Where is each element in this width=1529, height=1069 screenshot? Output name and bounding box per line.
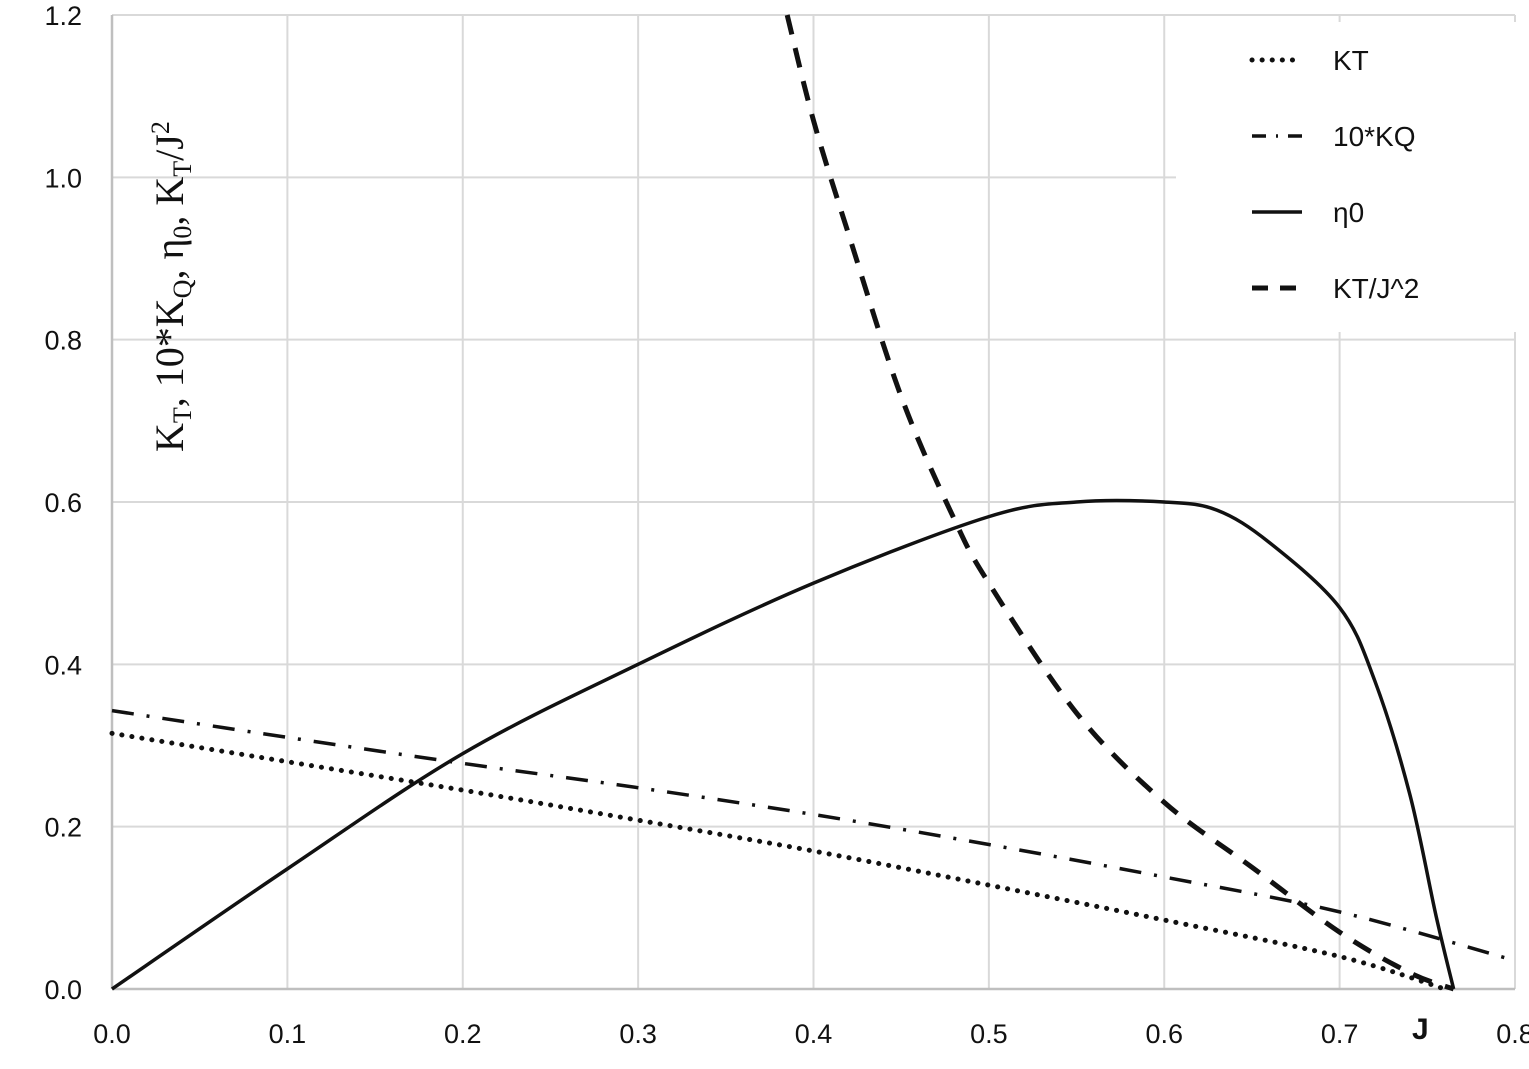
legend-label: η0 (1333, 197, 1364, 228)
series-kt-j-2 (784, 14, 1455, 992)
x-tick-label: 0.6 (1145, 1019, 1183, 1049)
x-tick-label: 0.7 (1321, 1019, 1359, 1049)
series-10-kq (111, 708, 1516, 963)
y-axis-ticks: 0.0 0.2 0.4 0.6 0.8 1.0 1.2 (44, 1, 82, 1005)
y-tick-label: 0.2 (44, 813, 82, 843)
legend-item-10kq: 10*KQ (1252, 121, 1416, 152)
x-axis-ticks: 0.0 0.1 0.2 0.3 0.4 0.5 0.6 0.7 0.8 (93, 1019, 1529, 1049)
plot-series (109, 14, 1516, 992)
legend-item-kt: KT (1249, 45, 1369, 76)
y-tick-label: 0.8 (44, 326, 82, 356)
y-tick-label: 0.4 (44, 650, 82, 680)
x-tick-label: 0.1 (269, 1019, 307, 1049)
series-kt (109, 730, 1448, 992)
y-tick-label: 0.6 (44, 488, 82, 518)
legend-label: KT/J^2 (1333, 273, 1419, 304)
x-tick-label: 0.8 (1496, 1019, 1529, 1049)
x-axis-label: J (1412, 1013, 1429, 1046)
svg-text:KT, 10*KQ, η0, KT/J2: KT, 10*KQ, η0, KT/J2 (146, 121, 197, 452)
legend-item-eta0: η0 (1252, 197, 1364, 228)
x-tick-label: 0.2 (444, 1019, 482, 1049)
legend-label: 10*KQ (1333, 121, 1416, 152)
y-tick-label: 1.2 (44, 1, 82, 31)
x-tick-label: 0.3 (619, 1019, 657, 1049)
gridlines (110, 14, 1516, 991)
legend-box (1176, 22, 1516, 332)
y-tick-label: 0.0 (44, 975, 82, 1005)
x-tick-label: 0.5 (970, 1019, 1008, 1049)
y-tick-label: 1.0 (44, 163, 82, 193)
x-tick-label: 0.4 (795, 1019, 833, 1049)
series--0 (111, 498, 1456, 991)
legend-item-kt-j2: KT/J^2 (1252, 273, 1419, 304)
y-axis-label: KT, 10*KQ, η0, KT/J2 (146, 121, 197, 452)
legend-label: KT (1333, 45, 1369, 76)
legend: KT 10*KQ η0 KT/J^2 (1176, 22, 1516, 332)
x-tick-label: 0.0 (93, 1019, 131, 1049)
